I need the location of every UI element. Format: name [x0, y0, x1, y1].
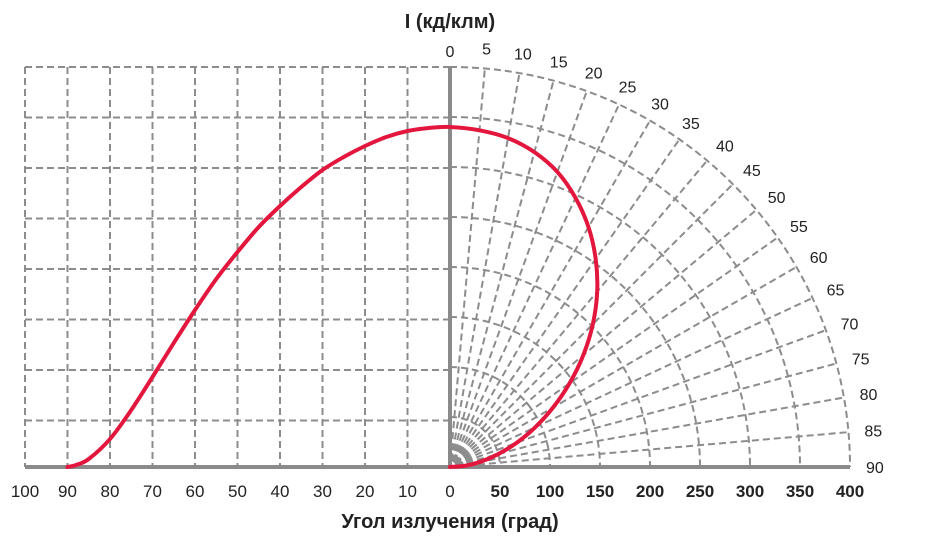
- tick-labels: 100 90 80 70 60 50 40 30 20 10 0 50 100 150 200 250 300 3…: [11, 42, 884, 501]
- angle-label: 60: [810, 250, 828, 267]
- angle-label: 10: [514, 46, 532, 63]
- polar-arc: [449, 116, 801, 468]
- x-axis-title: Угол излучения (град): [341, 511, 558, 533]
- polar-radial: [455, 297, 813, 466]
- right-tick-label: 100: [536, 482, 564, 501]
- right-tick-label: 300: [736, 482, 764, 501]
- right-tick-label: 50: [491, 482, 510, 501]
- left-tick-label: 50: [228, 482, 247, 501]
- polar-arc: [449, 216, 701, 468]
- polar-radial: [451, 90, 588, 462]
- right-tick-label: 200: [636, 482, 664, 501]
- cartesian-grid: [24, 66, 450, 467]
- angle-label: 5: [482, 42, 491, 59]
- angle-label: 30: [651, 96, 669, 113]
- polar-arc: [449, 316, 601, 468]
- angle-label: 40: [716, 138, 734, 155]
- angle-label: 25: [619, 79, 637, 96]
- left-tick-label: 30: [313, 482, 332, 501]
- axes: [25, 67, 850, 469]
- left-tick-label: 0: [445, 482, 454, 501]
- right-tick-label: 250: [686, 482, 714, 501]
- angle-label: 70: [841, 316, 859, 333]
- left-tick-label: 100: [11, 482, 39, 501]
- polar-arc: [449, 166, 751, 468]
- angle-label: 15: [550, 54, 568, 71]
- angle-label: 45: [743, 163, 761, 180]
- angle-label: 20: [585, 65, 603, 82]
- polar-arc: [449, 66, 851, 468]
- right-tick-label: 350: [786, 482, 814, 501]
- left-tick-label: 80: [101, 482, 120, 501]
- angle-label: 80: [860, 387, 878, 404]
- polar-radial: [454, 266, 797, 465]
- angle-label: 35: [682, 116, 700, 133]
- intensity-curves: [65, 124, 600, 469]
- angle-label: 75: [852, 351, 870, 368]
- left-tick-label: 70: [143, 482, 162, 501]
- left-tick-label: 40: [271, 482, 290, 501]
- y-axis-title: I (кд/клм): [405, 11, 495, 33]
- polar-grid: [449, 66, 851, 468]
- right-tick-label: 150: [586, 482, 614, 501]
- angle-label: 90: [866, 460, 884, 477]
- left-tick-label: 20: [356, 482, 375, 501]
- left-tick-label: 90: [58, 482, 77, 501]
- angle-label: 65: [827, 283, 845, 300]
- angle-label: 0: [446, 44, 455, 61]
- left-tick-label: 60: [186, 482, 205, 501]
- angle-label: 85: [864, 423, 882, 440]
- polar-radial: [451, 104, 620, 462]
- right-tick-label: 400: [836, 482, 864, 501]
- left-tick-label: 10: [398, 482, 417, 501]
- angle-label: 55: [790, 219, 808, 236]
- angle-label: 50: [768, 190, 786, 207]
- intensity-curve: [65, 124, 600, 469]
